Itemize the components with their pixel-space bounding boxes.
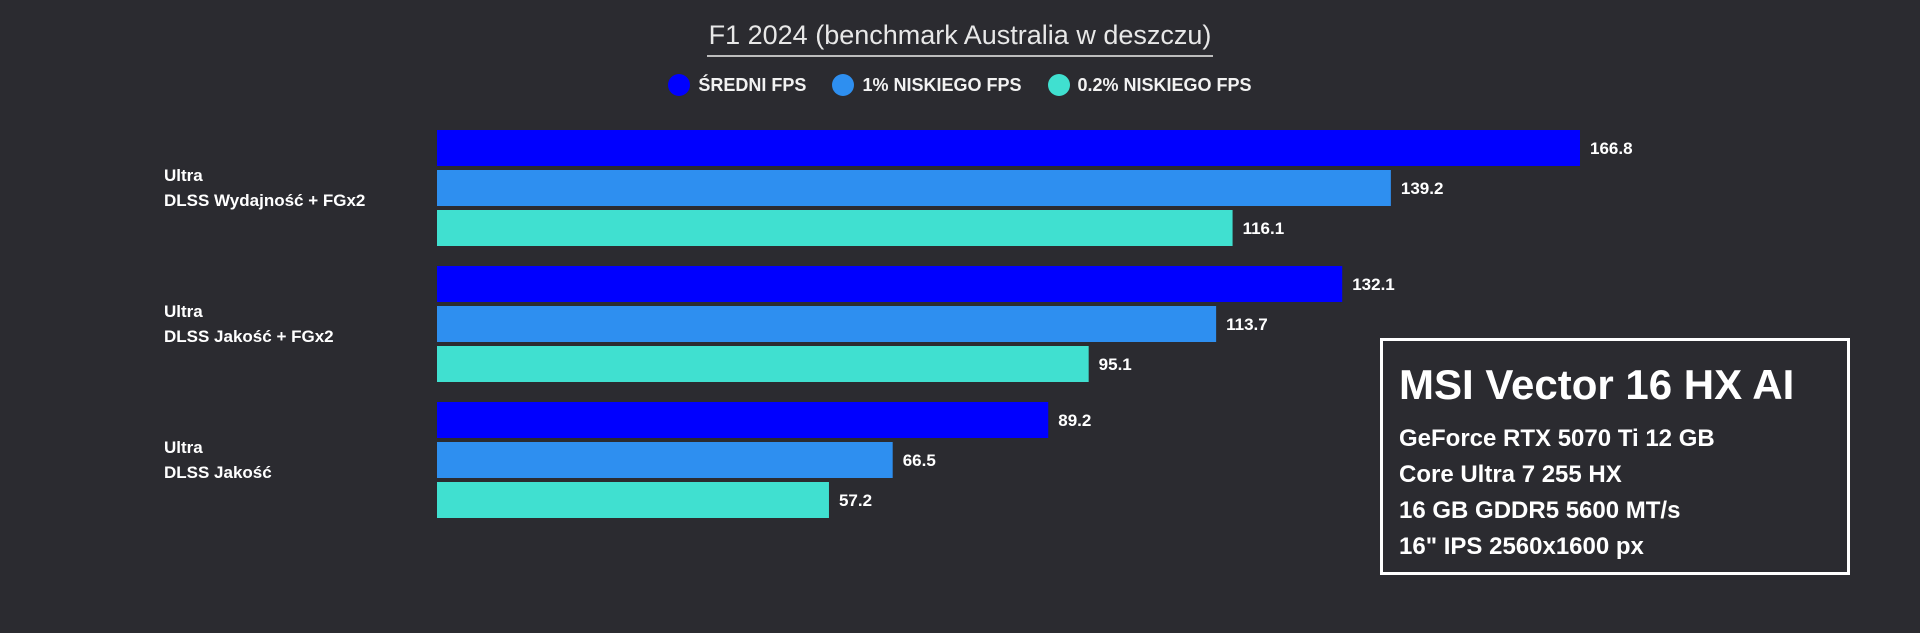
data-label-1pct-group-2: 66.5: [903, 451, 936, 470]
bar-avg-group-0[interactable]: [437, 130, 1580, 166]
category-label-1-line-0: Ultra: [164, 302, 203, 321]
spec-info-box: MSI Vector 16 HX AI GeForce RTX 5070 Ti …: [1380, 338, 1850, 575]
legend-swatch-1pct: [832, 74, 855, 96]
info-line-cpu: Core Ultra 7 255 HX: [1399, 461, 1622, 488]
chart-title-text: F1 2024 (benchmark Australia w deszczu): [706, 20, 1214, 57]
category-label-0-line-1: DLSS Wydajność + FGx2: [164, 191, 365, 210]
data-label-02pct-group-1: 95.1: [1099, 355, 1132, 374]
category-label-1-line-1: DLSS Jakość + FGx2: [164, 327, 334, 346]
data-label-1pct-group-1: 113.7: [1226, 315, 1268, 334]
data-label-avg-group-1: 132.1: [1352, 275, 1395, 294]
data-label-02pct-group-0: 116.1: [1243, 219, 1285, 238]
legend-swatch-avg: [668, 74, 691, 96]
data-label-1pct-group-0: 139.2: [1401, 179, 1444, 198]
bar-1pct-group-1[interactable]: [437, 306, 1217, 342]
category-label-2-line-0: Ultra: [164, 438, 203, 457]
info-title: MSI Vector 16 HX AI: [1399, 361, 1795, 408]
data-label-avg-group-0: 166.8: [1590, 139, 1633, 158]
legend-item-1pct[interactable]: 1% NISKIEGO FPS: [832, 74, 1022, 96]
info-line-gpu: GeForce RTX 5070 Ti 12 GB: [1399, 425, 1715, 452]
bar-02pct-group-2[interactable]: [437, 482, 829, 518]
data-label-avg-group-2: 89.2: [1058, 411, 1091, 430]
legend-label-02pct: 0.2% NISKIEGO FPS: [1077, 74, 1252, 95]
legend-swatch-02pct: [1047, 74, 1070, 96]
data-label-02pct-group-2: 57.2: [839, 491, 872, 510]
bar-02pct-group-0[interactable]: [437, 210, 1233, 246]
bar-avg-group-2[interactable]: [437, 402, 1049, 438]
bar-1pct-group-0[interactable]: [437, 170, 1391, 206]
legend-label-avg: ŚREDNI FPS: [698, 74, 807, 95]
bar-avg-group-1[interactable]: [437, 266, 1343, 302]
bar-1pct-group-2[interactable]: [437, 442, 893, 478]
category-label-0-line-0: Ultra: [164, 166, 203, 185]
info-line-display: 16" IPS 2560x1600 px: [1399, 533, 1644, 560]
legend-item-02pct[interactable]: 0.2% NISKIEGO FPS: [1047, 74, 1252, 96]
legend-item-avg[interactable]: ŚREDNI FPS: [668, 74, 806, 96]
chart-title: F1 2024 (benchmark Australia w deszczu): [0, 20, 1920, 57]
category-label-2-line-1: DLSS Jakość: [164, 463, 272, 482]
info-line-ram: 16 GB GDDR5 5600 MT/s: [1399, 497, 1681, 524]
legend: ŚREDNI FPS 1% NISKIEGO FPS 0.2% NISKIEGO…: [0, 74, 1920, 96]
legend-label-1pct: 1% NISKIEGO FPS: [862, 74, 1022, 95]
bar-02pct-group-1[interactable]: [437, 346, 1089, 382]
